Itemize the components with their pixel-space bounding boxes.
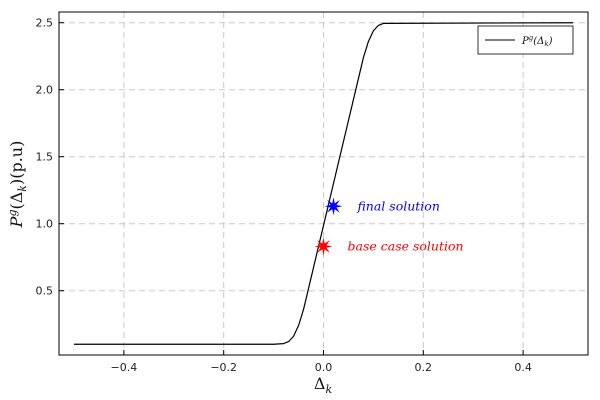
y-axis-label: Pg(Δk)(p.u) — [6, 141, 29, 229]
x-tick-label: 0.4 — [514, 361, 532, 374]
legend-label: Pg(Δk) — [521, 34, 553, 48]
y-tick-label: 0.5 — [36, 285, 54, 298]
marker-annotation: final solution — [356, 198, 439, 213]
series-layer — [73, 22, 574, 345]
x-axis-label: Δk — [314, 374, 333, 396]
marker-star — [314, 237, 333, 256]
x-tick-label: 0.0 — [315, 361, 333, 374]
legend: Pg(Δk) — [477, 25, 574, 55]
marker-star — [324, 197, 343, 216]
x-tick-label: −0.2 — [210, 361, 237, 374]
y-tick-label: 1.0 — [36, 218, 54, 231]
markers-layer: final solution base case solution — [314, 197, 464, 256]
x-tick-label: −0.4 — [111, 361, 138, 374]
axis-ticks: −0.4 −0.2 0.0 0.2 0.4 0.5 1.0 1.5 2.0 2.5 — [36, 17, 532, 374]
series-line — [73, 22, 574, 345]
marker-annotation: base case solution — [348, 238, 464, 253]
y-tick-label: 1.5 — [36, 151, 54, 164]
x-tick-label: 0.2 — [415, 361, 433, 374]
y-tick-label: 2.0 — [36, 84, 54, 97]
grid-lines — [59, 12, 588, 355]
y-tick-label: 2.5 — [36, 17, 54, 30]
